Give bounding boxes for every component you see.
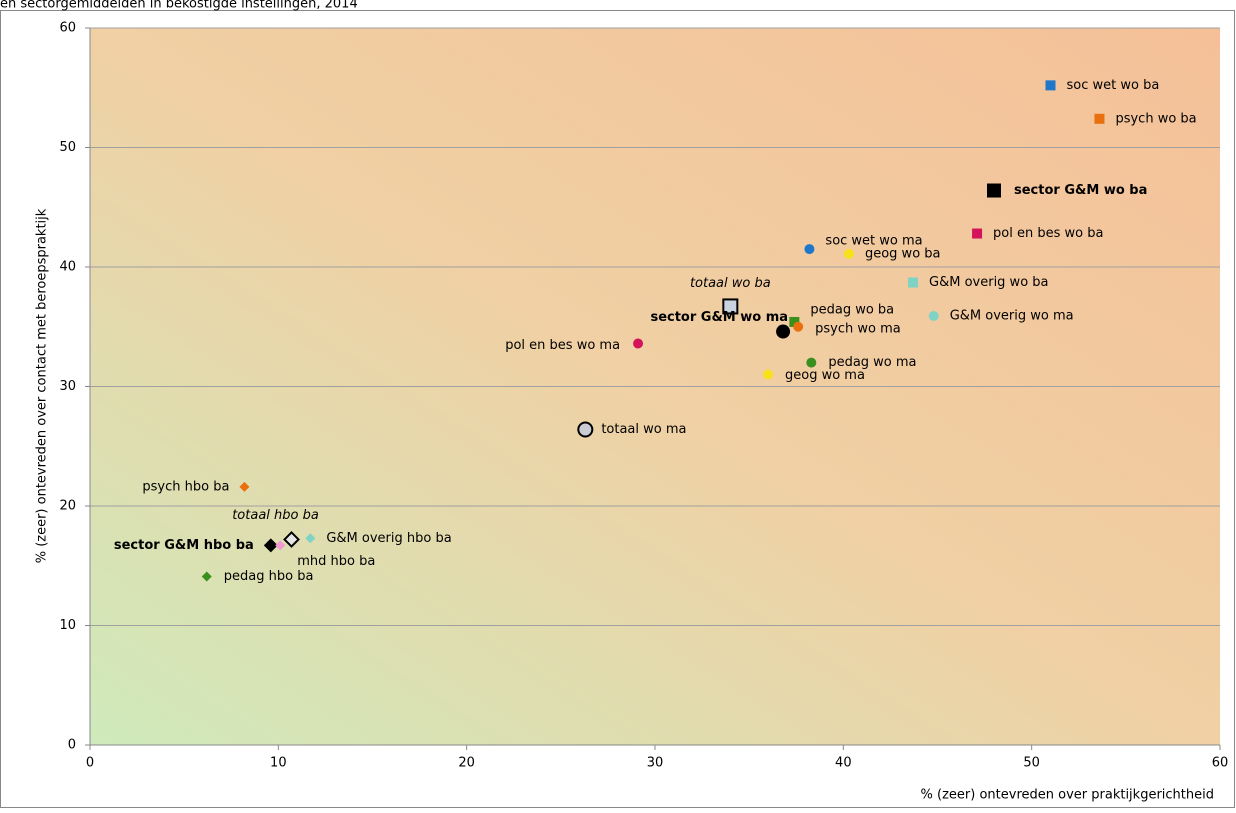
point-label: sector G&M hbo ba bbox=[114, 538, 254, 553]
y-tick-label: 60 bbox=[59, 21, 76, 36]
point bbox=[577, 421, 594, 438]
point bbox=[283, 531, 300, 548]
x-tick-label: 50 bbox=[1023, 756, 1040, 771]
y-axis-label: % (zeer) ontevreden over contact met ber… bbox=[35, 208, 50, 563]
point-label: soc wet wo ma bbox=[825, 234, 922, 249]
point-label: totaal hbo ba bbox=[232, 508, 319, 523]
point bbox=[1094, 113, 1105, 124]
chart-frame bbox=[0, 10, 1235, 808]
point bbox=[263, 538, 278, 553]
point bbox=[987, 183, 1001, 198]
x-tick-label: 40 bbox=[835, 756, 852, 771]
point-label: G&M overig hbo ba bbox=[326, 531, 451, 546]
x-tick-label: 10 bbox=[270, 756, 287, 771]
point bbox=[1045, 80, 1056, 91]
point bbox=[804, 244, 815, 255]
x-tick-label: 60 bbox=[1212, 756, 1229, 771]
point-label: psych wo ma bbox=[815, 321, 901, 336]
point-label: pedag wo ma bbox=[828, 355, 916, 370]
point bbox=[633, 338, 644, 349]
y-tick-label: 50 bbox=[59, 140, 76, 155]
point bbox=[275, 540, 286, 551]
point bbox=[305, 533, 316, 544]
point bbox=[793, 321, 804, 332]
x-tick-label: 20 bbox=[458, 756, 475, 771]
point-label: geog wo ma bbox=[785, 368, 865, 383]
point-label: geog wo ba bbox=[865, 246, 941, 261]
point-label: sector G&M wo ba bbox=[1014, 183, 1147, 198]
y-tick-label: 0 bbox=[68, 738, 76, 753]
x-axis-label: % (zeer) ontevreden over praktijkgericht… bbox=[921, 788, 1214, 803]
point-label: pol en bes wo ba bbox=[993, 226, 1103, 241]
y-tick-label: 10 bbox=[59, 618, 76, 633]
y-tick-label: 20 bbox=[59, 499, 76, 514]
point bbox=[763, 369, 773, 380]
point bbox=[789, 316, 800, 327]
point bbox=[239, 481, 250, 492]
point bbox=[201, 571, 212, 582]
point-label: mhd hbo ba bbox=[297, 554, 375, 569]
point bbox=[908, 277, 919, 288]
x-tick-label: 30 bbox=[647, 756, 664, 771]
chart-title: en sectorgemiddelden in bekostigde inste… bbox=[0, 0, 358, 12]
point-label: psych hbo ba bbox=[142, 479, 229, 494]
point bbox=[722, 298, 739, 315]
point-label: soc wet wo ba bbox=[1067, 78, 1160, 93]
point bbox=[806, 357, 817, 368]
point bbox=[776, 324, 791, 339]
point-label: pol en bes wo ma bbox=[505, 338, 620, 353]
point-label: G&M overig wo ba bbox=[929, 275, 1048, 290]
y-tick-label: 30 bbox=[59, 379, 76, 394]
point-label: sector G&M wo ma bbox=[650, 310, 788, 325]
point-label: psych wo ba bbox=[1115, 111, 1196, 126]
point-label: G&M overig wo ma bbox=[950, 308, 1074, 323]
x-tick-label: 0 bbox=[86, 756, 94, 771]
point-label: totaal wo ba bbox=[690, 276, 771, 291]
point bbox=[843, 248, 854, 259]
point-label: pedag hbo ba bbox=[224, 569, 314, 584]
point-label: pedag wo ba bbox=[810, 302, 894, 317]
y-tick-label: 40 bbox=[59, 260, 76, 275]
point bbox=[928, 310, 939, 321]
point-label: totaal wo ma bbox=[601, 422, 686, 437]
point bbox=[972, 228, 983, 239]
